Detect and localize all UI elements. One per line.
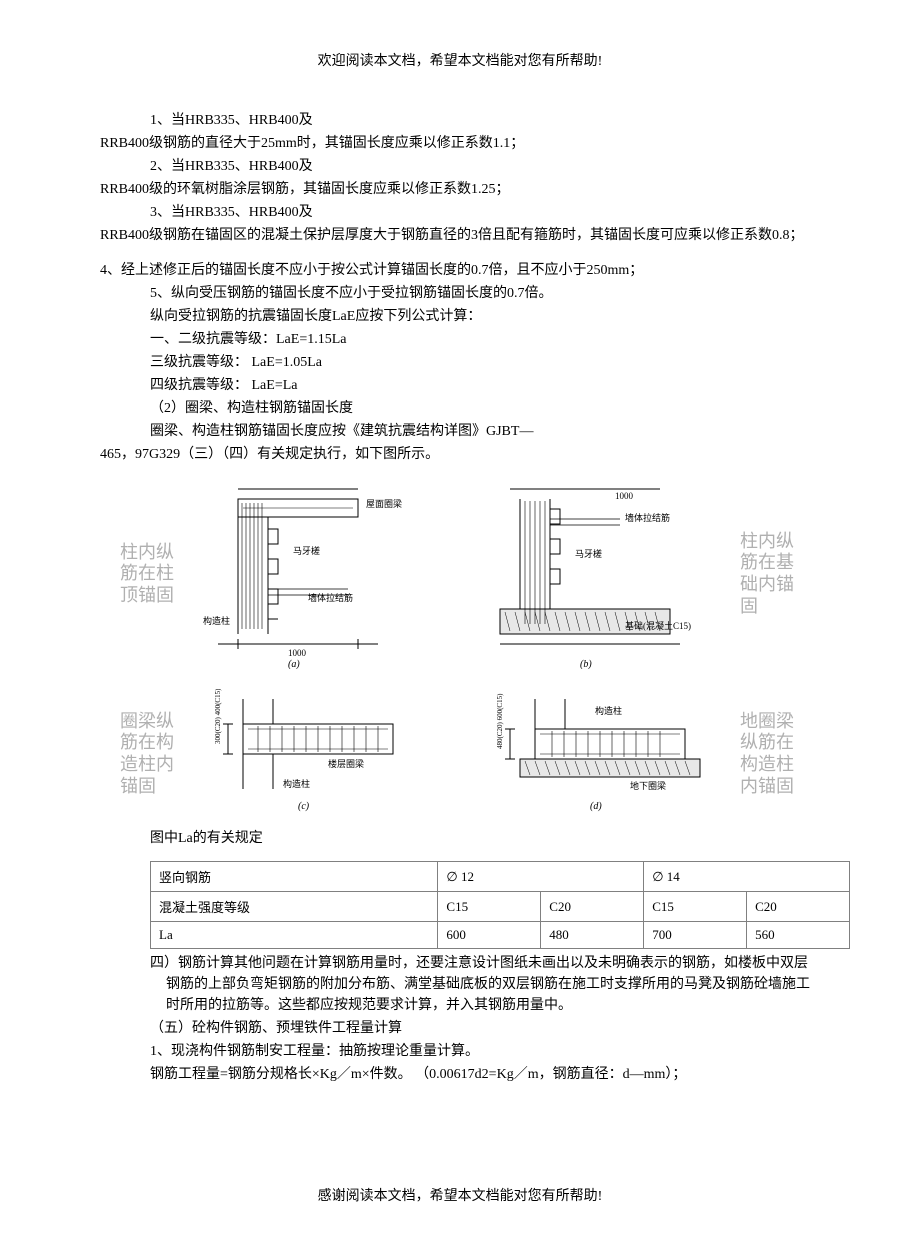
para-2a: 2、当HRB335、HRB400及	[100, 156, 820, 177]
cell: C15	[644, 892, 747, 922]
para-11b: 465，97G329（三）（四）有关规定执行，如下图所示。	[100, 444, 820, 465]
annot-b-jichu: 基础(混凝土C15)	[625, 620, 691, 631]
cell: ∅ 14	[644, 862, 850, 892]
diagram-a-label: 柱内纵筋在柱顶锚固	[120, 542, 180, 607]
body-text-block: 1、当HRB335、HRB400及 RRB400级钢筋的直径大于25mm时，其锚…	[100, 110, 820, 465]
annot-b-dim: 1000	[615, 491, 634, 501]
diagram-b-label: 柱内纵筋在基础内锚固	[740, 531, 800, 617]
diagram-d-label: 地圈梁纵筋在构造柱内锚固	[740, 711, 800, 797]
diagram-a: 柱内纵筋在柱顶锚固	[120, 479, 440, 669]
cell: 560	[747, 922, 850, 949]
cell: ∅ 12	[438, 862, 644, 892]
para-1b: RRB400级钢筋的直径大于25mm时，其锚固长度应乘以修正系数1.1；	[100, 133, 820, 154]
para-3a: 3、当HRB335、HRB400及	[100, 202, 820, 223]
diagram-c-svg: 300(C20) 400(C15) 楼层圈梁 构造柱 (c)	[188, 689, 440, 819]
annot-b-maya: 马牙槎	[575, 548, 602, 559]
body-text-block-2: 四）钢筋计算其他问题在计算钢筋用量时，还要注意设计图纸未画出以及未明确表示的钢筋…	[100, 953, 820, 1085]
para-3b: RRB400级钢筋在锚固区的混凝土保护层厚度大于钢筋直径的3倍且配有箍筋时，其锚…	[100, 225, 820, 246]
diagram-d-svg: 480(C20) 600(C15) 构造柱 地下圈梁 (d)	[480, 689, 732, 819]
para-11a: 圈梁、构造柱钢筋锚固长度应按《建筑抗震结构详图》GJBT—	[100, 421, 820, 442]
para-8: 三级抗震等级： LaE=1.05La	[100, 352, 820, 373]
cell: C20	[747, 892, 850, 922]
table-row: La 600 480 700 560	[151, 922, 850, 949]
cell: 480	[541, 922, 644, 949]
annot-sub-a: (a)	[288, 659, 300, 669]
para-q1: 四）钢筋计算其他问题在计算钢筋用量时，还要注意设计图纸未画出以及未明确表示的钢筋…	[100, 953, 820, 1016]
annot-a-wumian: 屋面圈梁	[366, 498, 402, 509]
annot-d-dixia: 地下圈梁	[630, 780, 666, 791]
cell: C15	[438, 892, 541, 922]
para-q2: （五）砼构件钢筋、预埋铁件工程量计算	[100, 1018, 820, 1039]
annot-sub-c: (c)	[298, 801, 310, 812]
cell: C20	[541, 892, 644, 922]
annot-a-dim: 1000	[288, 648, 307, 658]
document-header: 欢迎阅读本文档，希望本文档能对您有所帮助!	[100, 50, 820, 70]
annot-b-qiangti: 墙体拉结筋	[625, 512, 670, 523]
para-7: 一、二级抗震等级：LaE=1.15La	[100, 329, 820, 350]
cell: 700	[644, 922, 747, 949]
para-10: （2）圈梁、构造柱钢筋锚固长度	[100, 398, 820, 419]
table-row: 混凝土强度等级 C15 C20 C15 C20	[151, 892, 850, 922]
annot-d-gouzao: 构造柱	[595, 705, 622, 716]
table-row: 竖向钢筋 ∅ 12 ∅ 14	[151, 862, 850, 892]
diagram-b-svg: 墙体拉结筋 马牙槎 基础(混凝土C15) 1000 (b)	[480, 479, 732, 669]
document-footer: 感谢阅读本文档，希望本文档能对您有所帮助!	[100, 1185, 820, 1205]
para-4: 4、经上述修正后的锚固长度不应小于按公式计算锚固长度的0.7倍，且不应小于250…	[100, 260, 820, 281]
annot-c-gouzao: 构造柱	[283, 778, 310, 789]
para-1a: 1、当HRB335、HRB400及	[100, 110, 820, 131]
para-6: 纵向受拉钢筋的抗震锚固长度LaE应按下列公式计算：	[100, 306, 820, 327]
diagram-b: 墙体拉结筋 马牙槎 基础(混凝土C15) 1000 (b) 柱内纵筋在基础内锚固	[480, 479, 800, 669]
para-q4: 钢筋工程量=钢筋分规格长×Kg／m×件数。 （0.00617d2=Kg／m，钢筋…	[100, 1064, 820, 1085]
diagram-c: 圈梁纵筋在构造柱内锚固	[120, 689, 440, 819]
annot-a-gouzao: 构造柱	[203, 615, 230, 626]
annot-sub-d: (d)	[590, 801, 602, 812]
cell: 600	[438, 922, 541, 949]
cell: La	[151, 922, 438, 949]
la-table: 竖向钢筋 ∅ 12 ∅ 14 混凝土强度等级 C15 C20 C15 C20 L…	[150, 861, 850, 949]
para-2b: RRB400级的环氧树脂涂层钢筋，其锚固长度应乘以修正系数1.25；	[100, 179, 820, 200]
annot-c-louceng: 楼层圈梁	[328, 758, 364, 769]
diagrams-grid: 柱内纵筋在柱顶锚固	[100, 479, 820, 819]
diagram-d: 480(C20) 600(C15) 构造柱 地下圈梁 (d) 地圈梁纵筋在构造柱…	[480, 689, 800, 819]
diagram-c-label: 圈梁纵筋在构造柱内锚固	[120, 711, 180, 797]
annot-a-qiangti: 墙体拉结筋	[308, 592, 353, 603]
table-caption: 图中La的有关规定	[100, 827, 820, 847]
para-9: 四级抗震等级： LaE=La	[100, 375, 820, 396]
diagram-a-svg: 屋面圈梁 马牙槎 墙体拉结筋 构造柱 1000 (a)	[188, 479, 440, 669]
cell: 竖向钢筋	[151, 862, 438, 892]
para-5: 5、纵向受压钢筋的锚固长度不应小于受拉钢筋锚固长度的0.7倍。	[100, 283, 820, 304]
annot-c-vdim: 300(C20) 400(C15)	[214, 689, 222, 744]
annot-sub-b: (b)	[580, 659, 592, 669]
annot-d-vdim: 480(C20) 600(C15)	[496, 693, 504, 749]
cell: 混凝土强度等级	[151, 892, 438, 922]
annot-a-maya: 马牙槎	[293, 545, 320, 556]
para-q3: 1、现浇构件钢筋制安工程量：抽筋按理论重量计算。	[100, 1041, 820, 1062]
